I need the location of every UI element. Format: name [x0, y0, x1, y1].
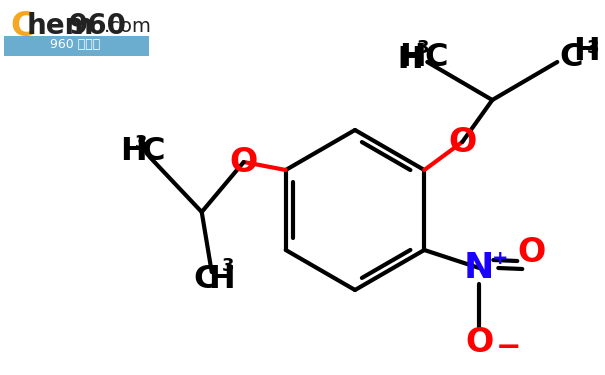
Text: 3: 3	[135, 134, 147, 152]
Text: 3: 3	[417, 39, 430, 57]
Text: C: C	[559, 42, 583, 72]
Text: O: O	[517, 237, 545, 270]
Text: −: −	[495, 333, 521, 362]
Text: O: O	[465, 327, 494, 360]
Text: H: H	[397, 45, 422, 75]
Text: C: C	[142, 136, 165, 168]
Text: C: C	[10, 9, 34, 42]
Text: 3: 3	[587, 39, 600, 57]
Text: H: H	[574, 36, 600, 68]
Text: 960: 960	[69, 12, 127, 40]
Text: H: H	[397, 45, 422, 75]
Text: C: C	[424, 42, 448, 72]
Text: .com: .com	[104, 16, 152, 36]
Text: O: O	[448, 126, 476, 159]
FancyBboxPatch shape	[4, 4, 149, 56]
Text: C: C	[194, 264, 217, 296]
Text: hem: hem	[27, 12, 94, 40]
Text: O: O	[229, 146, 258, 178]
Text: 960 化工网: 960 化工网	[50, 39, 100, 51]
FancyBboxPatch shape	[4, 4, 149, 36]
Text: H: H	[208, 264, 235, 296]
Text: H: H	[399, 42, 426, 72]
Text: N: N	[464, 251, 494, 285]
Text: +: +	[492, 249, 509, 267]
Text: H: H	[120, 136, 146, 168]
Text: 3: 3	[221, 257, 234, 275]
